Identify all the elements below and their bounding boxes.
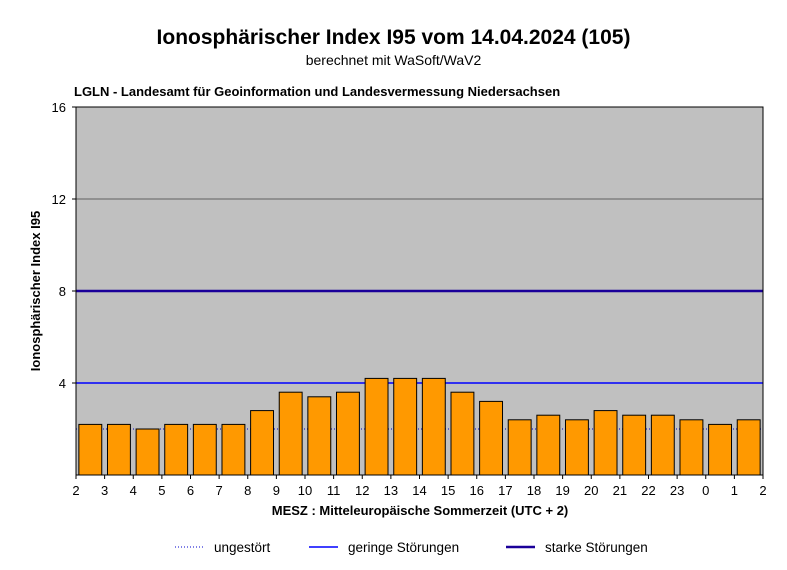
bar-3 xyxy=(164,423,189,476)
x-tick-label-14: 16 xyxy=(470,483,484,498)
legend-label-2: starke Störungen xyxy=(545,540,648,555)
bar-20 xyxy=(650,414,675,476)
x-tick-label-1: 3 xyxy=(101,483,108,498)
legend: ungestört geringe Störungen starke Störung… xyxy=(175,540,648,555)
bar-6 xyxy=(250,410,275,476)
x-tick-label-6: 8 xyxy=(244,483,251,498)
bar-7 xyxy=(278,391,303,476)
legend-label-0: ungestört xyxy=(214,540,271,555)
y-tick-label-3: 16 xyxy=(52,100,66,115)
bar-21 xyxy=(679,419,704,476)
x-axis-label: MESZ : Mitteleuropäische Sommerzeit (UTC… xyxy=(272,503,569,518)
x-tick-label-22: 0 xyxy=(702,483,709,498)
bar-5 xyxy=(221,423,246,476)
y-tick-label-0: 4 xyxy=(59,376,66,391)
bar-22 xyxy=(708,423,733,476)
x-tick-label-18: 20 xyxy=(584,483,598,498)
bar-23 xyxy=(736,419,761,476)
legend-label-1: geringe Störungen xyxy=(348,540,459,555)
bar-14 xyxy=(479,400,504,476)
x-tick-label-3: 5 xyxy=(158,483,165,498)
x-tick-label-9: 11 xyxy=(327,483,341,498)
x-tick-label-4: 6 xyxy=(187,483,194,498)
bar-15 xyxy=(507,419,532,476)
x-tick-label-16: 18 xyxy=(527,483,541,498)
bar-2 xyxy=(135,428,160,476)
x-tick-label-10: 12 xyxy=(355,483,369,498)
x-tick-label-17: 19 xyxy=(555,483,569,498)
y-tick-label-2: 12 xyxy=(52,192,66,207)
x-axis: 2 3 4 5 6 7 8 9 10 11 12 13 14 15 16 17 18 19 20 21 22 23 0 1 2 xyxy=(72,475,767,498)
x-tick-label-7: 9 xyxy=(273,483,280,498)
plot-area xyxy=(75,106,764,476)
x-tick-label-23: 1 xyxy=(731,483,738,498)
bar-18 xyxy=(593,410,618,476)
bar-8 xyxy=(307,396,332,476)
chart-subtitle: berechnet mit WaSoft/WaV2 xyxy=(306,52,482,68)
x-tick-label-20: 22 xyxy=(641,483,655,498)
x-tick-label-2: 4 xyxy=(130,483,137,498)
x-tick-label-19: 21 xyxy=(613,483,627,498)
chart-title: Ionosphärischer Index I95 vom 14.04.2024… xyxy=(157,26,631,49)
bar-9 xyxy=(335,391,360,476)
x-tick-label-0: 2 xyxy=(72,483,79,498)
bar-11 xyxy=(393,377,418,476)
x-tick-label-5: 7 xyxy=(216,483,223,498)
x-tick-label-8: 10 xyxy=(298,483,312,498)
bar-13 xyxy=(450,391,475,476)
bar-1 xyxy=(106,423,131,476)
bar-0 xyxy=(78,423,103,476)
x-tick-label-15: 17 xyxy=(498,483,512,498)
x-tick-label-11: 13 xyxy=(384,483,398,498)
bar-16 xyxy=(536,414,561,476)
x-tick-label-24: 2 xyxy=(759,483,766,498)
bar-12 xyxy=(421,377,446,476)
x-tick-label-12: 14 xyxy=(412,483,426,498)
y-axis-label: Ionosphärischer Index I95 xyxy=(28,211,43,371)
bar-19 xyxy=(622,414,647,476)
chart-source: LGLN - Landesamt für Geoinformation und … xyxy=(74,84,560,99)
x-tick-label-13: 15 xyxy=(441,483,455,498)
bar-17 xyxy=(564,419,589,476)
y-axis: 4 8 12 16 xyxy=(52,100,76,391)
y-tick-label-1: 8 xyxy=(59,284,66,299)
bar-10 xyxy=(364,377,389,476)
bar-4 xyxy=(192,423,217,476)
x-tick-label-21: 23 xyxy=(670,483,684,498)
